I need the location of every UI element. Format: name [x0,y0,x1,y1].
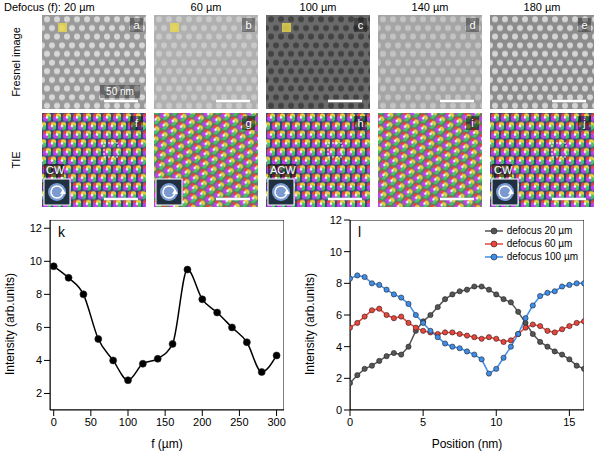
html-text:180 µm: 180 µm [523,1,561,13]
svg-text:300: 300 [267,416,285,428]
svg-text:Intensity (arb.units): Intensity (arb.units) [303,273,317,375]
svg-text:b: b [245,19,251,31]
html-text:defocus 20 µm: defocus 20 µm [506,225,573,236]
html-text:defocus 60 µm: defocus 60 µm [506,238,573,249]
svg-text:c: c [358,19,364,31]
svg-text:10: 10 [490,416,502,428]
svg-text:i: i [471,117,473,129]
svg-text:Intensity (arb.units): Intensity (arb.units) [3,273,17,375]
html-text:60 µm: 60 µm [190,1,222,13]
html-text:100 µm: 100 µm [299,1,337,13]
html-text:defocus 100 µm: defocus 100 µm [506,251,578,262]
svg-text:ACW: ACW [270,164,296,176]
svg-text:a: a [133,19,140,31]
svg-text:6: 6 [36,321,42,333]
svg-text:200: 200 [193,416,211,428]
svg-text:0: 0 [347,416,353,428]
svg-text:4: 4 [36,354,42,366]
svg-text:h: h [357,117,363,129]
svg-text:100: 100 [119,416,137,428]
svg-text:12: 12 [330,214,342,226]
html-text:Fresnel image: Fresnel image [10,27,22,97]
svg-text:10: 10 [330,246,342,258]
html-text:TIE: TIE [10,151,22,169]
svg-text:2: 2 [36,387,42,399]
html-text:k: k [58,224,65,240]
html-text:140 µm: 140 µm [411,1,449,13]
svg-text:j: j [582,117,585,129]
svg-text:0: 0 [336,404,342,416]
svg-text:e: e [581,19,587,31]
svg-text:6: 6 [336,309,342,321]
svg-text:10: 10 [30,255,42,267]
svg-text:d: d [469,19,475,31]
svg-text:2: 2 [336,372,342,384]
svg-text:8: 8 [336,277,342,289]
svg-text:CW: CW [494,164,513,176]
svg-text:f (µm): f (µm) [151,437,183,451]
svg-text:5: 5 [420,416,426,428]
svg-text:12: 12 [30,222,42,234]
svg-text:f: f [135,117,139,129]
html-text:Defocus (f): 20 µm: Defocus (f): 20 µm [4,1,95,13]
svg-text:150: 150 [156,416,174,428]
svg-text:50 nm: 50 nm [106,86,134,97]
svg-text:250: 250 [230,416,248,428]
svg-text:15: 15 [563,416,575,428]
svg-text:CW: CW [46,164,65,176]
svg-text:Position (nm): Position (nm) [432,437,503,451]
html-text:l: l [358,224,362,240]
svg-text:8: 8 [36,288,42,300]
svg-text:g: g [245,117,251,129]
svg-text:4: 4 [336,341,342,353]
svg-text:0: 0 [51,416,57,428]
svg-text:50: 50 [85,416,97,428]
